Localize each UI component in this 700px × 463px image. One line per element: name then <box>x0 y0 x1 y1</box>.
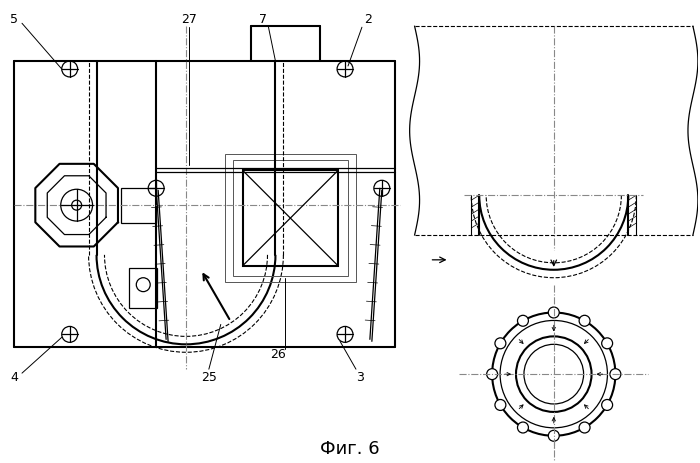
Bar <box>243 170 338 266</box>
Bar <box>130 268 158 307</box>
Text: 5: 5 <box>10 13 18 26</box>
Circle shape <box>548 430 559 441</box>
Text: 27: 27 <box>181 13 197 26</box>
Bar <box>121 188 156 223</box>
Text: 3: 3 <box>356 370 364 384</box>
Text: 7: 7 <box>258 13 267 26</box>
Circle shape <box>517 315 528 326</box>
Bar <box>232 160 348 276</box>
Circle shape <box>579 315 590 326</box>
Circle shape <box>610 369 621 380</box>
Circle shape <box>579 422 590 433</box>
Circle shape <box>602 338 612 349</box>
Text: 25: 25 <box>201 370 217 384</box>
Bar <box>225 155 356 282</box>
Circle shape <box>486 369 498 380</box>
Circle shape <box>495 400 506 410</box>
Text: 2: 2 <box>364 13 372 26</box>
Circle shape <box>495 338 506 349</box>
Circle shape <box>602 400 612 410</box>
Circle shape <box>517 422 528 433</box>
Circle shape <box>548 307 559 318</box>
Text: Фиг. 6: Фиг. 6 <box>320 440 380 458</box>
Text: 26: 26 <box>271 348 286 361</box>
Text: 4: 4 <box>10 370 18 384</box>
